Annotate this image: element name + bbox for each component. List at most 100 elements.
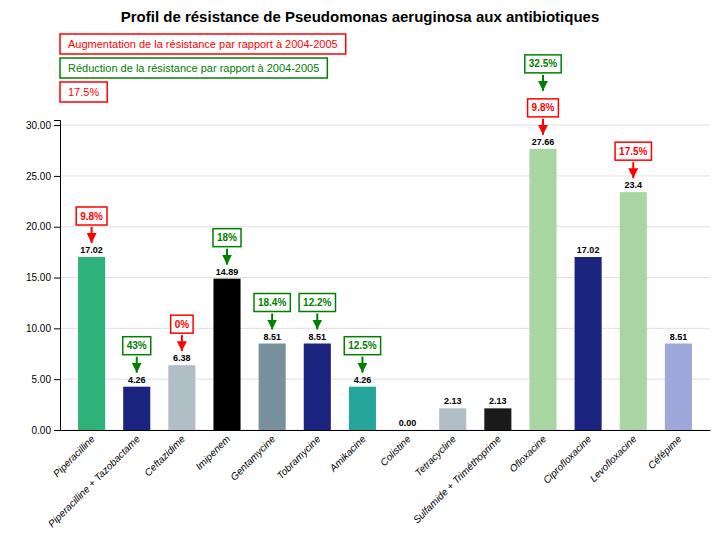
x-tick-label: Piperacilline + Tazobactame bbox=[46, 433, 142, 529]
x-tick: Levofloxacine bbox=[588, 433, 639, 484]
y-tick-mark bbox=[54, 278, 60, 279]
data-label: 2.13 bbox=[489, 396, 507, 406]
x-tick: Ciprofloxacine bbox=[541, 433, 594, 486]
chart: Profil de résistance de Pseudomonas aeru… bbox=[0, 0, 720, 540]
bar bbox=[259, 344, 286, 430]
x-tick: Ofloxacine bbox=[507, 433, 548, 474]
x-tick: Sulfamide + Triméthoprime bbox=[411, 433, 504, 526]
x-tick: Céfépime bbox=[646, 433, 684, 471]
bar bbox=[620, 192, 647, 430]
annotation-text: Augmentation de la résistance par rappor… bbox=[68, 38, 338, 50]
bar bbox=[575, 257, 602, 430]
title: Profil de résistance de Pseudomonas aeru… bbox=[121, 8, 599, 25]
grid bbox=[60, 125, 710, 430]
grid-line bbox=[60, 125, 710, 126]
x-tick: Gentamycine bbox=[228, 433, 278, 483]
data-label: 0.00 bbox=[399, 418, 417, 428]
annotation-arrow bbox=[271, 314, 273, 330]
annotation-text: 32.5% bbox=[529, 58, 557, 69]
annotation-arrow bbox=[91, 227, 93, 243]
x-tick: Piperacilline bbox=[51, 433, 97, 479]
y-tick: 30.00 bbox=[26, 120, 60, 131]
data-label: 2.13 bbox=[444, 396, 462, 406]
annotation-text: 18.4% bbox=[258, 297, 286, 308]
annotation-text: 0% bbox=[175, 319, 190, 330]
annotation-box bbox=[60, 58, 327, 78]
bar bbox=[349, 387, 376, 430]
x-axis: PiperacillinePiperacilline + Tazobactame… bbox=[46, 431, 711, 530]
data-label: 4.26 bbox=[354, 375, 372, 385]
annotation-box bbox=[254, 294, 290, 312]
bar bbox=[168, 365, 195, 430]
bar bbox=[665, 344, 692, 430]
data-label: 27.66 bbox=[532, 137, 555, 147]
annotations: Augmentation de la résistance par rappor… bbox=[60, 34, 651, 373]
annotation-text: Réduction de la résistance par rapport à… bbox=[68, 62, 319, 74]
data-label: 14.89 bbox=[216, 267, 239, 277]
y-tick-label: 20.00 bbox=[26, 221, 51, 232]
y-tick: 0.00 bbox=[32, 425, 60, 436]
y-tick-label: 25.00 bbox=[26, 171, 51, 182]
y-tick-label: 30.00 bbox=[26, 120, 51, 131]
x-tick-label: Tobramycine bbox=[275, 433, 323, 481]
annotation-arrow bbox=[316, 314, 318, 330]
y-tick-mark bbox=[54, 125, 60, 126]
bar bbox=[529, 149, 556, 430]
y-axis: 0.005.0010.0015.0020.0025.0030.00 bbox=[26, 120, 61, 436]
bar bbox=[78, 257, 105, 430]
y-tick-mark bbox=[54, 328, 60, 329]
grid-line bbox=[60, 328, 710, 329]
bar bbox=[484, 408, 511, 430]
x-tick-label: Colistine bbox=[378, 433, 413, 468]
y-tick-label: 0.00 bbox=[32, 425, 52, 436]
annotation-arrow bbox=[632, 162, 634, 178]
annotation-arrow bbox=[361, 357, 363, 373]
annotation-text: 12.5% bbox=[348, 340, 376, 351]
y-tick-mark bbox=[54, 176, 60, 177]
bar bbox=[123, 387, 150, 430]
annotation-box bbox=[123, 337, 151, 355]
annotation-text: 43% bbox=[127, 340, 147, 351]
y-tick: 20.00 bbox=[26, 221, 60, 232]
y-tick-mark bbox=[54, 379, 60, 380]
grid-line bbox=[60, 277, 710, 278]
grid-line bbox=[60, 379, 710, 380]
x-tick: Ceftazidime bbox=[142, 433, 187, 478]
annotation: 18.4% bbox=[254, 294, 290, 330]
bars bbox=[78, 149, 692, 430]
annotation-box bbox=[60, 34, 346, 54]
data-label: 17.02 bbox=[80, 245, 103, 255]
annotation-box bbox=[615, 142, 651, 160]
x-tick-label: Ceftazidime bbox=[142, 433, 187, 478]
annotation-box bbox=[344, 337, 380, 355]
x-tick-label: Gentamycine bbox=[228, 433, 278, 483]
x-tick-label: Ciprofloxacine bbox=[541, 433, 594, 486]
annotation: 17.5% bbox=[615, 142, 651, 178]
x-tick-label: Piperacilline bbox=[51, 433, 97, 479]
data-label: 4.26 bbox=[128, 375, 146, 385]
annotation-arrow bbox=[226, 249, 228, 265]
annotation: 9.8% bbox=[528, 99, 559, 135]
data-label: 8.51 bbox=[263, 332, 281, 342]
x-tick-label: Levofloxacine bbox=[588, 433, 639, 484]
x-tick: Tetracycline bbox=[413, 433, 459, 479]
annotation: 17.5% bbox=[60, 82, 107, 102]
x-tick: Colistine bbox=[378, 433, 413, 468]
annotation: 12.2% bbox=[299, 294, 335, 330]
annotation: Réduction de la résistance par rapport à… bbox=[60, 58, 327, 78]
annotation-box bbox=[76, 207, 107, 225]
annotation-text: 17.5% bbox=[619, 146, 647, 157]
data-label: 23.4 bbox=[624, 180, 642, 190]
x-tick: Piperacilline + Tazobactame bbox=[46, 433, 142, 529]
annotation-text: 17.5% bbox=[68, 86, 99, 98]
x-tick: Tobramycine bbox=[275, 433, 323, 481]
y-tick: 5.00 bbox=[32, 374, 60, 385]
bar bbox=[394, 430, 421, 431]
annotation: Augmentation de la résistance par rappor… bbox=[60, 34, 346, 54]
annotation-text: 9.8% bbox=[532, 102, 555, 113]
annotation-arrow bbox=[542, 119, 544, 135]
data-label: 6.38 bbox=[173, 353, 191, 363]
annotation-box bbox=[60, 82, 107, 102]
annotation: 12.5% bbox=[344, 337, 380, 373]
data-label: 8.51 bbox=[670, 332, 688, 342]
